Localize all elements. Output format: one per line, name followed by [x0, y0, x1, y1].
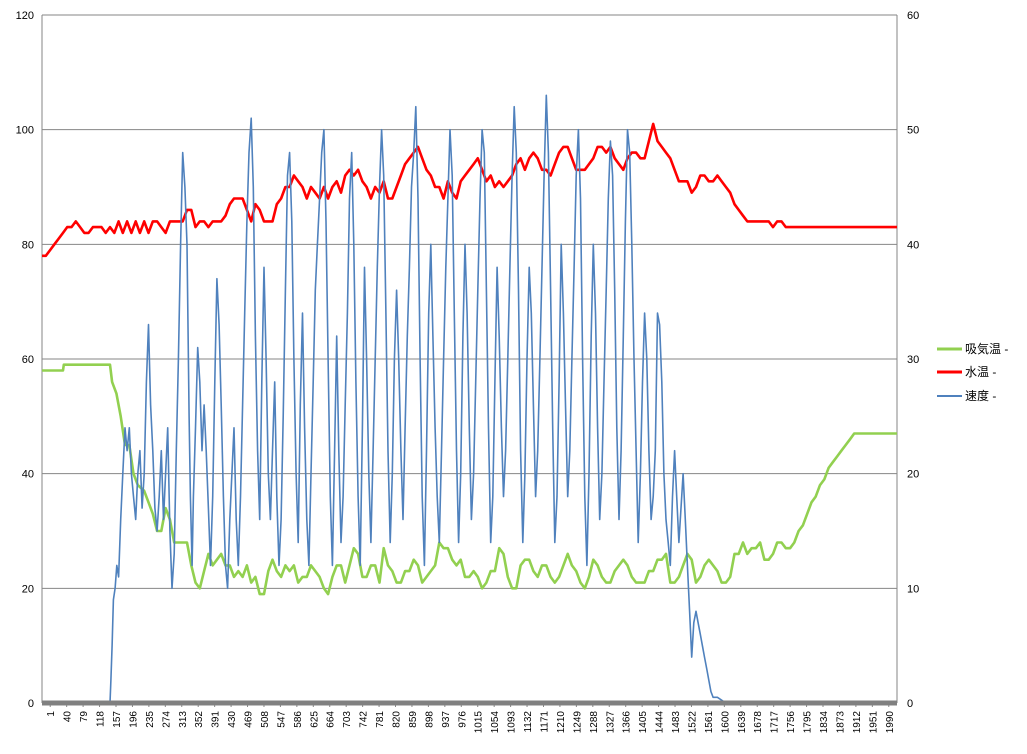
legend: 吸気温 - 水温 - 速度 -: [937, 341, 1008, 403]
x-tick-label: 1834: [819, 711, 830, 734]
x-tick-label: 1522: [687, 711, 698, 734]
x-tick-label: 196: [128, 711, 139, 728]
x-tick-label: 1483: [671, 711, 682, 734]
x-tick-label: 1015: [474, 711, 485, 734]
x-tick-label: 1366: [622, 711, 633, 734]
x-tick-label: 40: [63, 711, 74, 723]
x-tick-label: 742: [359, 711, 370, 728]
x-tick-label: 1561: [704, 711, 715, 734]
x-tick-label: 508: [260, 711, 271, 728]
x-tick-label: 1717: [770, 711, 781, 734]
y-right-tick-label: 10: [907, 583, 919, 595]
x-tick-label: 157: [112, 711, 123, 728]
x-tick-label: 1639: [737, 711, 748, 734]
x-tick-label: 235: [145, 711, 156, 728]
x-tick-label: 430: [227, 711, 238, 728]
x-tick-label: 820: [392, 711, 403, 728]
y-right-tick-label: 60: [907, 10, 919, 22]
legend-label-0: 吸気温 -: [965, 341, 1008, 356]
x-tick-label: 352: [194, 711, 205, 728]
x-tick-label: 118: [96, 711, 107, 727]
x-tick-label: 274: [161, 711, 172, 728]
x-tick-label: 1405: [638, 711, 649, 734]
x-tick-label: 391: [211, 711, 222, 728]
x-tick-label: 1990: [885, 711, 896, 734]
series-line-2: [42, 94, 897, 704]
x-tick-label: 898: [424, 711, 435, 728]
x-tick-label: 1132: [523, 711, 534, 733]
x-tick-label: 1327: [605, 711, 616, 734]
x-tick-label: 1: [46, 711, 57, 717]
x-tick-label: 1756: [786, 711, 797, 734]
x-tick-label: 586: [293, 711, 304, 728]
x-tick-label: 1678: [753, 711, 764, 734]
x-tick-label: 625: [309, 711, 320, 728]
y-left-tick-label: 60: [22, 354, 34, 366]
x-tick-label: 1600: [720, 711, 731, 734]
x-tick-label: 1093: [507, 711, 518, 734]
y-right-tick-label: 50: [907, 125, 919, 137]
y-left-tick-label: 100: [16, 125, 34, 137]
x-tick-label: 313: [178, 711, 189, 728]
series-lines: [42, 94, 897, 706]
x-tick-label: 1210: [556, 711, 567, 734]
y-left-tick-label: 120: [16, 10, 34, 22]
x-tick-label: 1795: [803, 711, 814, 734]
y-right-tick-label: 20: [907, 469, 919, 481]
x-tick-label: 469: [244, 711, 255, 728]
y-left-tick-label: 80: [22, 239, 34, 251]
legend-label-1: 水温 -: [965, 365, 996, 379]
x-tick-label: 1912: [852, 711, 863, 734]
y-right-tick-label: 30: [907, 354, 919, 366]
x-tick-label: 937: [441, 711, 452, 728]
x-tick-label: 703: [342, 711, 353, 728]
series-line-0: [42, 363, 897, 596]
x-tick-label: 859: [408, 711, 419, 728]
x-tick-label: 1444: [655, 711, 666, 734]
y-right-tick-label: 0: [907, 698, 913, 710]
x-tick-label: 1249: [572, 711, 583, 734]
x-tick-label: 781: [375, 711, 386, 728]
x-tick-label: 976: [457, 711, 468, 728]
x-tick-label: 1054: [490, 711, 501, 734]
series-line-1: [42, 122, 897, 258]
axes: 0 20 40 60 80 100 120 0 10 20 30 40 50 60 1 40 79 118 157 1…: [16, 10, 920, 733]
y-left-tick-label: 0: [28, 698, 34, 710]
y-right-tick-label: 40: [907, 239, 919, 251]
x-tick-label: 1171: [539, 711, 550, 733]
x-tick-label: 1951: [868, 711, 879, 734]
x-tick-label: 1288: [589, 711, 600, 734]
x-tick-label: 664: [326, 711, 337, 728]
y-left-tick-label: 20: [22, 583, 34, 595]
y-left-tick-label: 40: [22, 469, 34, 481]
x-tick-label: 79: [79, 711, 90, 723]
x-tick-label: 1873: [835, 711, 846, 734]
x-tick-label: 547: [276, 711, 287, 728]
legend-label-2: 速度 -: [965, 388, 996, 403]
